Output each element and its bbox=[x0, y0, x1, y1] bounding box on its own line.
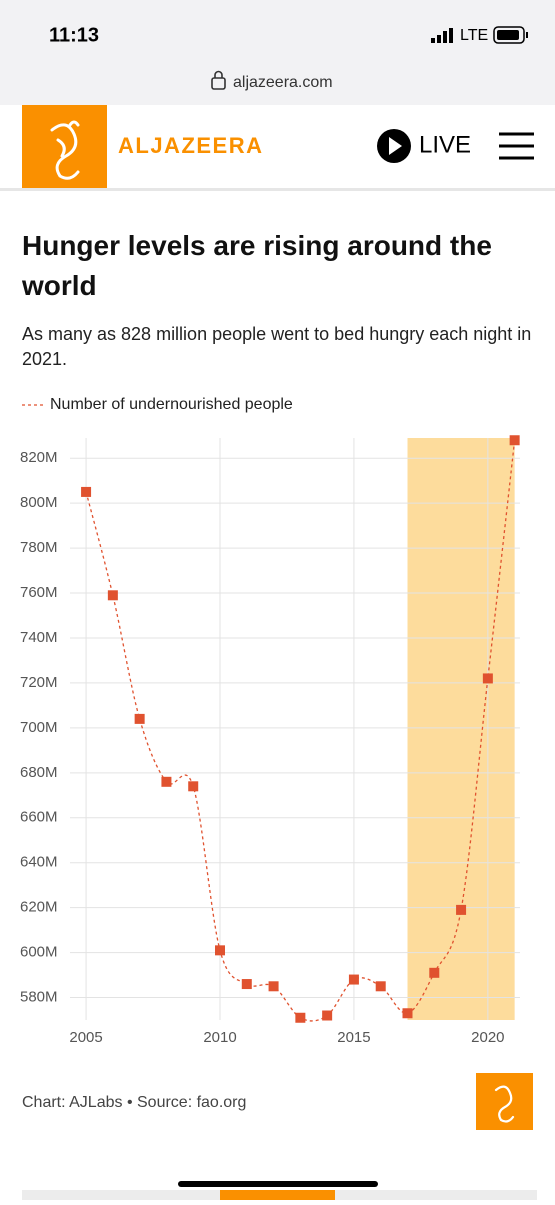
point bbox=[134, 713, 145, 724]
footer-logo bbox=[476, 1073, 533, 1130]
y-tick-label: 780M bbox=[20, 539, 58, 556]
point bbox=[268, 981, 279, 992]
y-tick-label: 660M bbox=[20, 809, 58, 826]
brand[interactable]: ALJAZEERA bbox=[118, 133, 264, 158]
legend-label: Number of undernourished people bbox=[50, 396, 293, 413]
chart-title: Hunger levels are rising around the worl… bbox=[22, 230, 492, 301]
y-tick-label: 700M bbox=[20, 719, 58, 736]
point bbox=[509, 435, 520, 446]
signal bbox=[431, 28, 453, 43]
highlight-band bbox=[407, 438, 515, 1020]
y-tick-label: 580M bbox=[20, 988, 58, 1005]
y-tick-label: 740M bbox=[20, 629, 58, 646]
y-tick-label: 720M bbox=[20, 674, 58, 691]
browser-chrome bbox=[0, 0, 555, 105]
menu-button[interactable] bbox=[499, 132, 534, 160]
live-button[interactable]: LIVE bbox=[377, 129, 471, 163]
x-tick-label: 2005 bbox=[69, 1029, 102, 1046]
y-tick-label: 640M bbox=[20, 854, 58, 871]
x-tick-label: 2015 bbox=[337, 1029, 370, 1046]
point bbox=[322, 1010, 333, 1021]
chart-subtitle: As many as 828 million people went to be… bbox=[22, 324, 532, 369]
title-box: Hunger levels are rising around the worl… bbox=[22, 230, 492, 301]
lock-icon bbox=[211, 70, 226, 90]
logo[interactable] bbox=[22, 105, 107, 188]
y-tick-label: 620M bbox=[20, 899, 58, 916]
point bbox=[375, 981, 386, 992]
point bbox=[215, 945, 225, 956]
y-tick-label: 800M bbox=[20, 494, 58, 511]
plot: 580M 600M 620M 640M 660M 680M 700M 720M 740M 760M… bbox=[20, 396, 520, 1046]
clock: 11:13 bbox=[49, 24, 99, 46]
point bbox=[348, 974, 359, 985]
point bbox=[161, 776, 172, 787]
point bbox=[429, 967, 440, 978]
subtitle-box: As many as 828 million people went to be… bbox=[22, 324, 532, 369]
battery bbox=[493, 26, 528, 44]
header-shadow bbox=[0, 188, 555, 191]
y-tick-label: 820M bbox=[20, 449, 58, 466]
y-tick-label: 600M bbox=[20, 944, 58, 961]
live-label[interactable]: LIVE bbox=[419, 131, 471, 158]
network: LTE bbox=[460, 27, 488, 44]
point bbox=[241, 979, 252, 990]
point bbox=[402, 1008, 413, 1019]
url[interactable]: aljazeera.com bbox=[233, 74, 333, 91]
point bbox=[81, 486, 92, 497]
point bbox=[295, 1012, 306, 1023]
point bbox=[107, 590, 118, 601]
source: Chart: AJLabs • Source: fao.org bbox=[22, 1094, 246, 1111]
x-tick-label: 2020 bbox=[471, 1029, 504, 1046]
point bbox=[456, 904, 467, 915]
point bbox=[482, 673, 493, 684]
point bbox=[188, 781, 199, 792]
y-tick-label: 760M bbox=[20, 584, 58, 601]
x-tick-label: 2010 bbox=[203, 1029, 236, 1046]
y-tick-label: 680M bbox=[20, 764, 58, 781]
home-indicator bbox=[178, 1181, 378, 1187]
bottom-tab bbox=[220, 1190, 335, 1200]
